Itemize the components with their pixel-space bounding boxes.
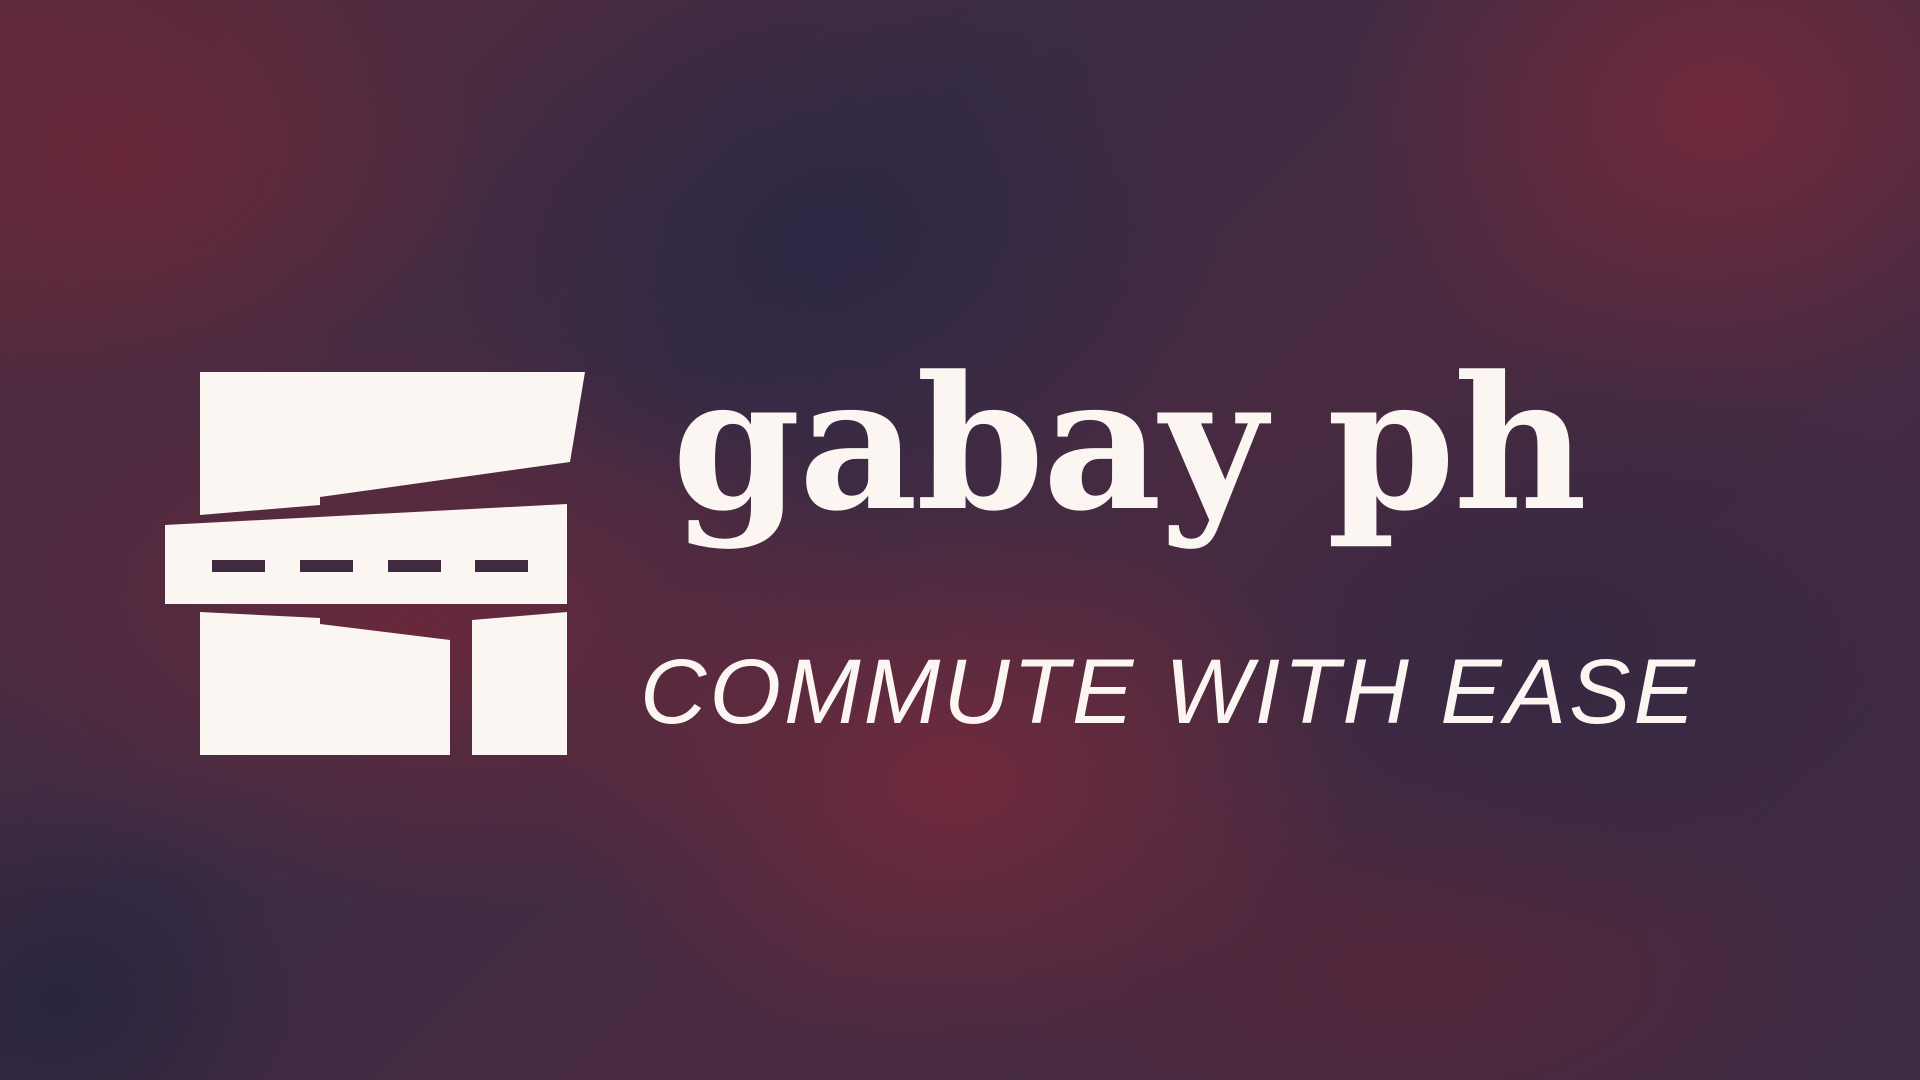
logo-dash bbox=[388, 560, 441, 572]
logo-pillar-shape bbox=[472, 612, 567, 755]
brand-tagline: COMMUTE WITH EASE bbox=[640, 641, 1698, 743]
logo-platform-band bbox=[165, 504, 567, 604]
brand-wordmark: gabay ph bbox=[672, 336, 1587, 552]
logo-base-shape bbox=[200, 612, 450, 755]
logo-dash bbox=[212, 560, 265, 572]
logo-dash bbox=[475, 560, 528, 572]
train-station-platform-icon bbox=[165, 372, 585, 755]
logo-dash bbox=[300, 560, 353, 572]
logo-roof-shape bbox=[200, 372, 585, 515]
